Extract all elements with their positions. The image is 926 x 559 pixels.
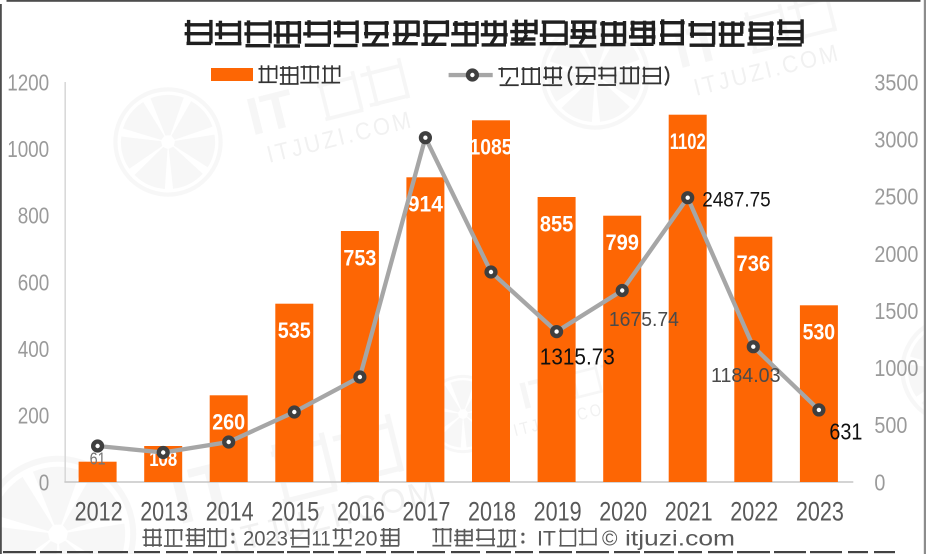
svg-text:1000: 1000 [7,136,49,162]
svg-text:2015: 2015 [271,496,319,526]
svg-text:2017: 2017 [402,496,450,526]
svg-text:2487.75: 2487.75 [702,189,771,212]
svg-text:0: 0 [39,469,50,495]
svg-text:11: 11 [312,527,331,550]
svg-text:3000: 3000 [874,127,918,153]
svg-text:IT: IT [537,527,556,550]
svg-text:500: 500 [874,412,907,438]
svg-text:0: 0 [874,469,885,495]
svg-text:753: 753 [343,245,376,270]
svg-text:2020: 2020 [599,496,647,526]
svg-text:1200: 1200 [7,69,49,95]
svg-text:itjuzi.com: itjuzi.com [625,527,735,550]
svg-text:2016: 2016 [337,496,385,526]
svg-text:2014: 2014 [206,496,254,526]
svg-text:2023: 2023 [243,527,288,550]
svg-text:3500: 3500 [874,69,918,95]
svg-text:200: 200 [18,403,50,429]
svg-text:914: 914 [408,192,444,217]
svg-text:2012: 2012 [75,496,123,526]
svg-text:2000: 2000 [874,241,918,267]
svg-text:600: 600 [18,269,50,295]
svg-text:1085: 1085 [470,135,513,160]
svg-text:1000: 1000 [874,355,918,381]
svg-text:2500: 2500 [874,184,918,210]
svg-text:2018: 2018 [468,496,516,526]
svg-text:800: 800 [18,203,50,229]
svg-text:1184.03: 1184.03 [711,365,781,387]
svg-text:736: 736 [737,251,771,276]
svg-text:20: 20 [354,527,378,550]
svg-text:530: 530 [803,320,836,345]
svg-text:631: 631 [829,419,862,445]
svg-text:2021: 2021 [665,496,713,526]
svg-text:©: © [602,527,618,550]
svg-text:1315.73: 1315.73 [540,343,615,369]
svg-text:61: 61 [90,448,106,468]
svg-text:1500: 1500 [874,298,918,324]
svg-text:2019: 2019 [534,496,582,526]
svg-text:400: 400 [18,336,50,362]
svg-text:1675.74: 1675.74 [609,309,679,331]
svg-text:855: 855 [540,211,574,236]
svg-text:535: 535 [278,318,311,343]
svg-text:799: 799 [605,230,639,255]
svg-text:2023: 2023 [796,496,844,526]
svg-text:2022: 2022 [730,496,778,526]
svg-text:2013: 2013 [140,496,188,526]
svg-text:1102: 1102 [670,129,706,154]
svg-text:260: 260 [212,410,245,435]
